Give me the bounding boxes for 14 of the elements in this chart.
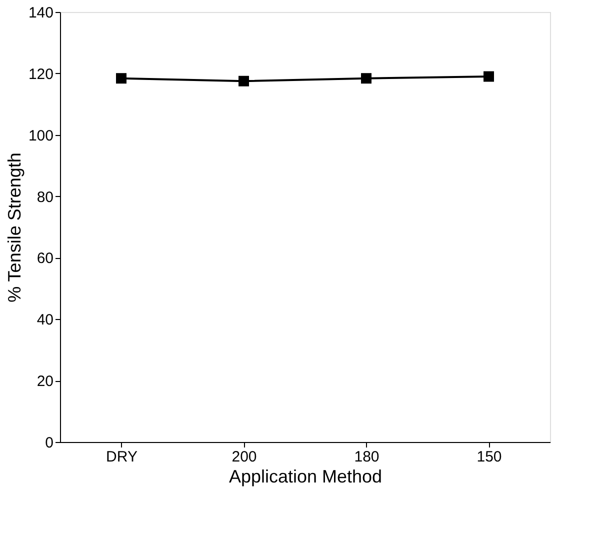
y-tick-label: 80 [36, 188, 54, 206]
y-axis-title: % Tensile Strength [4, 152, 24, 302]
y-tick-label: 120 [28, 66, 54, 83]
x-tick-label: 150 [476, 448, 502, 466]
y-tick-label: 40 [36, 312, 54, 329]
x-tick-label: 180 [354, 448, 380, 466]
y-tick-label: 0 [45, 434, 54, 452]
y-tick-label: 100 [28, 127, 54, 144]
x-axis-title: Application Method [228, 466, 382, 486]
x-tick-label: DRY [106, 448, 138, 466]
x-tick-label: 200 [232, 448, 257, 466]
y-tick-label: 20 [36, 373, 54, 390]
y-tick-label: 60 [36, 250, 54, 268]
y-tick-label: 140 [28, 4, 54, 22]
